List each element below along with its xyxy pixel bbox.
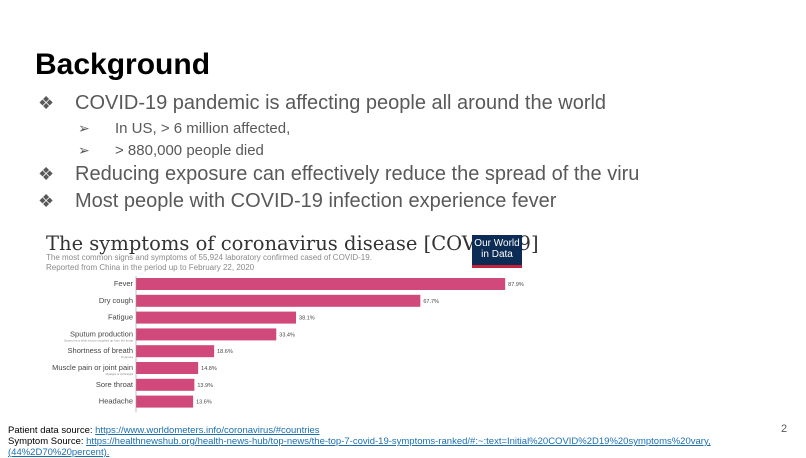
owid-logo: Our World in Data <box>472 235 522 265</box>
category-label: Muscle pain or joint pain <box>52 363 133 372</box>
bullet-text: Most people with COVID-19 infection expe… <box>75 190 557 212</box>
patient-source-link[interactable]: https://www.worldometers.info/coronaviru… <box>95 425 320 436</box>
bar-muscle-pain-or-joint-pain <box>136 362 199 374</box>
category-label: Dry cough <box>99 296 133 305</box>
category-label: Sore throat <box>96 380 134 389</box>
symptom-source-link[interactable]: https://healthnewshub.org/health-news-hu… <box>8 436 711 458</box>
category-label: Fatigue <box>108 313 133 322</box>
bullet-list: ❖ COVID-19 pandemic is affecting people … <box>38 90 798 215</box>
bullet-text: COVID-19 pandemic is affecting people al… <box>75 92 607 114</box>
bar-sputum-production <box>136 328 277 341</box>
category-label: Shortness of breath <box>68 346 133 355</box>
symptoms-figure: The symptoms of coronavirus disease [COV… <box>40 232 539 413</box>
category-label: Fever <box>114 279 134 288</box>
sub-bullet-item: ➢ > 880,000 people died <box>78 139 798 161</box>
figure-title: The symptoms of coronavirus disease [COV… <box>46 232 539 255</box>
category-label: Headache <box>99 397 133 406</box>
symptom-source-line: Symptom Source: https://healthnewshub.or… <box>8 436 806 458</box>
sub-bullet-item: ➢ In US, > 6 million affected, <box>78 117 798 139</box>
value-label: 87.9% <box>508 282 524 288</box>
owid-logo-line: Our World <box>474 238 520 249</box>
bullet-item: ❖ COVID-19 pandemic is affecting people … <box>38 90 798 117</box>
owid-logo-line: in Data <box>481 249 513 260</box>
value-label: 33.4% <box>279 332 295 338</box>
bar-shortness-of-breath <box>136 345 215 358</box>
sub-bullet-text: In US, > 6 million affected, <box>115 119 291 137</box>
category-note: Sputum is a thick mucus coughed up from … <box>64 338 133 342</box>
diamond-bullet-icon: ❖ <box>38 164 55 184</box>
bar-dry-cough <box>136 294 421 307</box>
bullet-item: ❖ Most people with COVID-19 infection ex… <box>38 188 798 215</box>
category-note: Myalgia or Arthralgia <box>106 372 134 376</box>
source-label: Symptom Source: <box>8 436 87 447</box>
value-label: 38.1% <box>299 316 315 322</box>
owid-logo-accent <box>472 265 522 268</box>
diamond-bullet-icon: ❖ <box>38 191 55 211</box>
bar-headache <box>136 395 194 408</box>
bullet-text: Reducing exposure can effectively reduce… <box>75 163 640 185</box>
source-label: Patient data source: <box>8 425 96 436</box>
bar-fatigue <box>136 311 297 324</box>
page-number: 2 <box>781 423 788 435</box>
symptoms-bar-chart: Fever 87.9% Dry cough 67.7% Fatigue 38.1% Sput… <box>52 276 524 413</box>
arrow-bullet-icon: ➢ <box>78 141 90 158</box>
value-label: 14.8% <box>201 366 217 372</box>
arrow-bullet-icon: ➢ <box>78 119 90 136</box>
source-footer: Patient data source: https://www.worldom… <box>8 425 806 458</box>
value-label: 18.6% <box>217 349 233 355</box>
bar-fever <box>136 278 506 290</box>
value-label: 13.6% <box>196 400 212 406</box>
bullet-item: ❖ Reducing exposure can effectively redu… <box>38 161 798 188</box>
bar-sore-throat <box>136 378 195 391</box>
diamond-bullet-icon: ❖ <box>38 93 55 113</box>
value-label: 67.7% <box>423 299 439 305</box>
category-note: Dyspnea <box>121 355 133 359</box>
figure-subtitle-line: The most common signs and symptoms of 55… <box>46 253 372 262</box>
category-label: Sputum production <box>70 329 133 338</box>
figure-subtitle: The most common signs and symptoms of 55… <box>46 253 372 273</box>
figure-subtitle-line: Reported from China in the period up to … <box>46 263 255 272</box>
sub-bullet-text: > 880,000 people died <box>115 141 264 159</box>
patient-source-line: Patient data source: https://www.worldom… <box>8 425 806 436</box>
slide-title: Background <box>35 48 211 81</box>
value-label: 13.9% <box>197 383 213 389</box>
